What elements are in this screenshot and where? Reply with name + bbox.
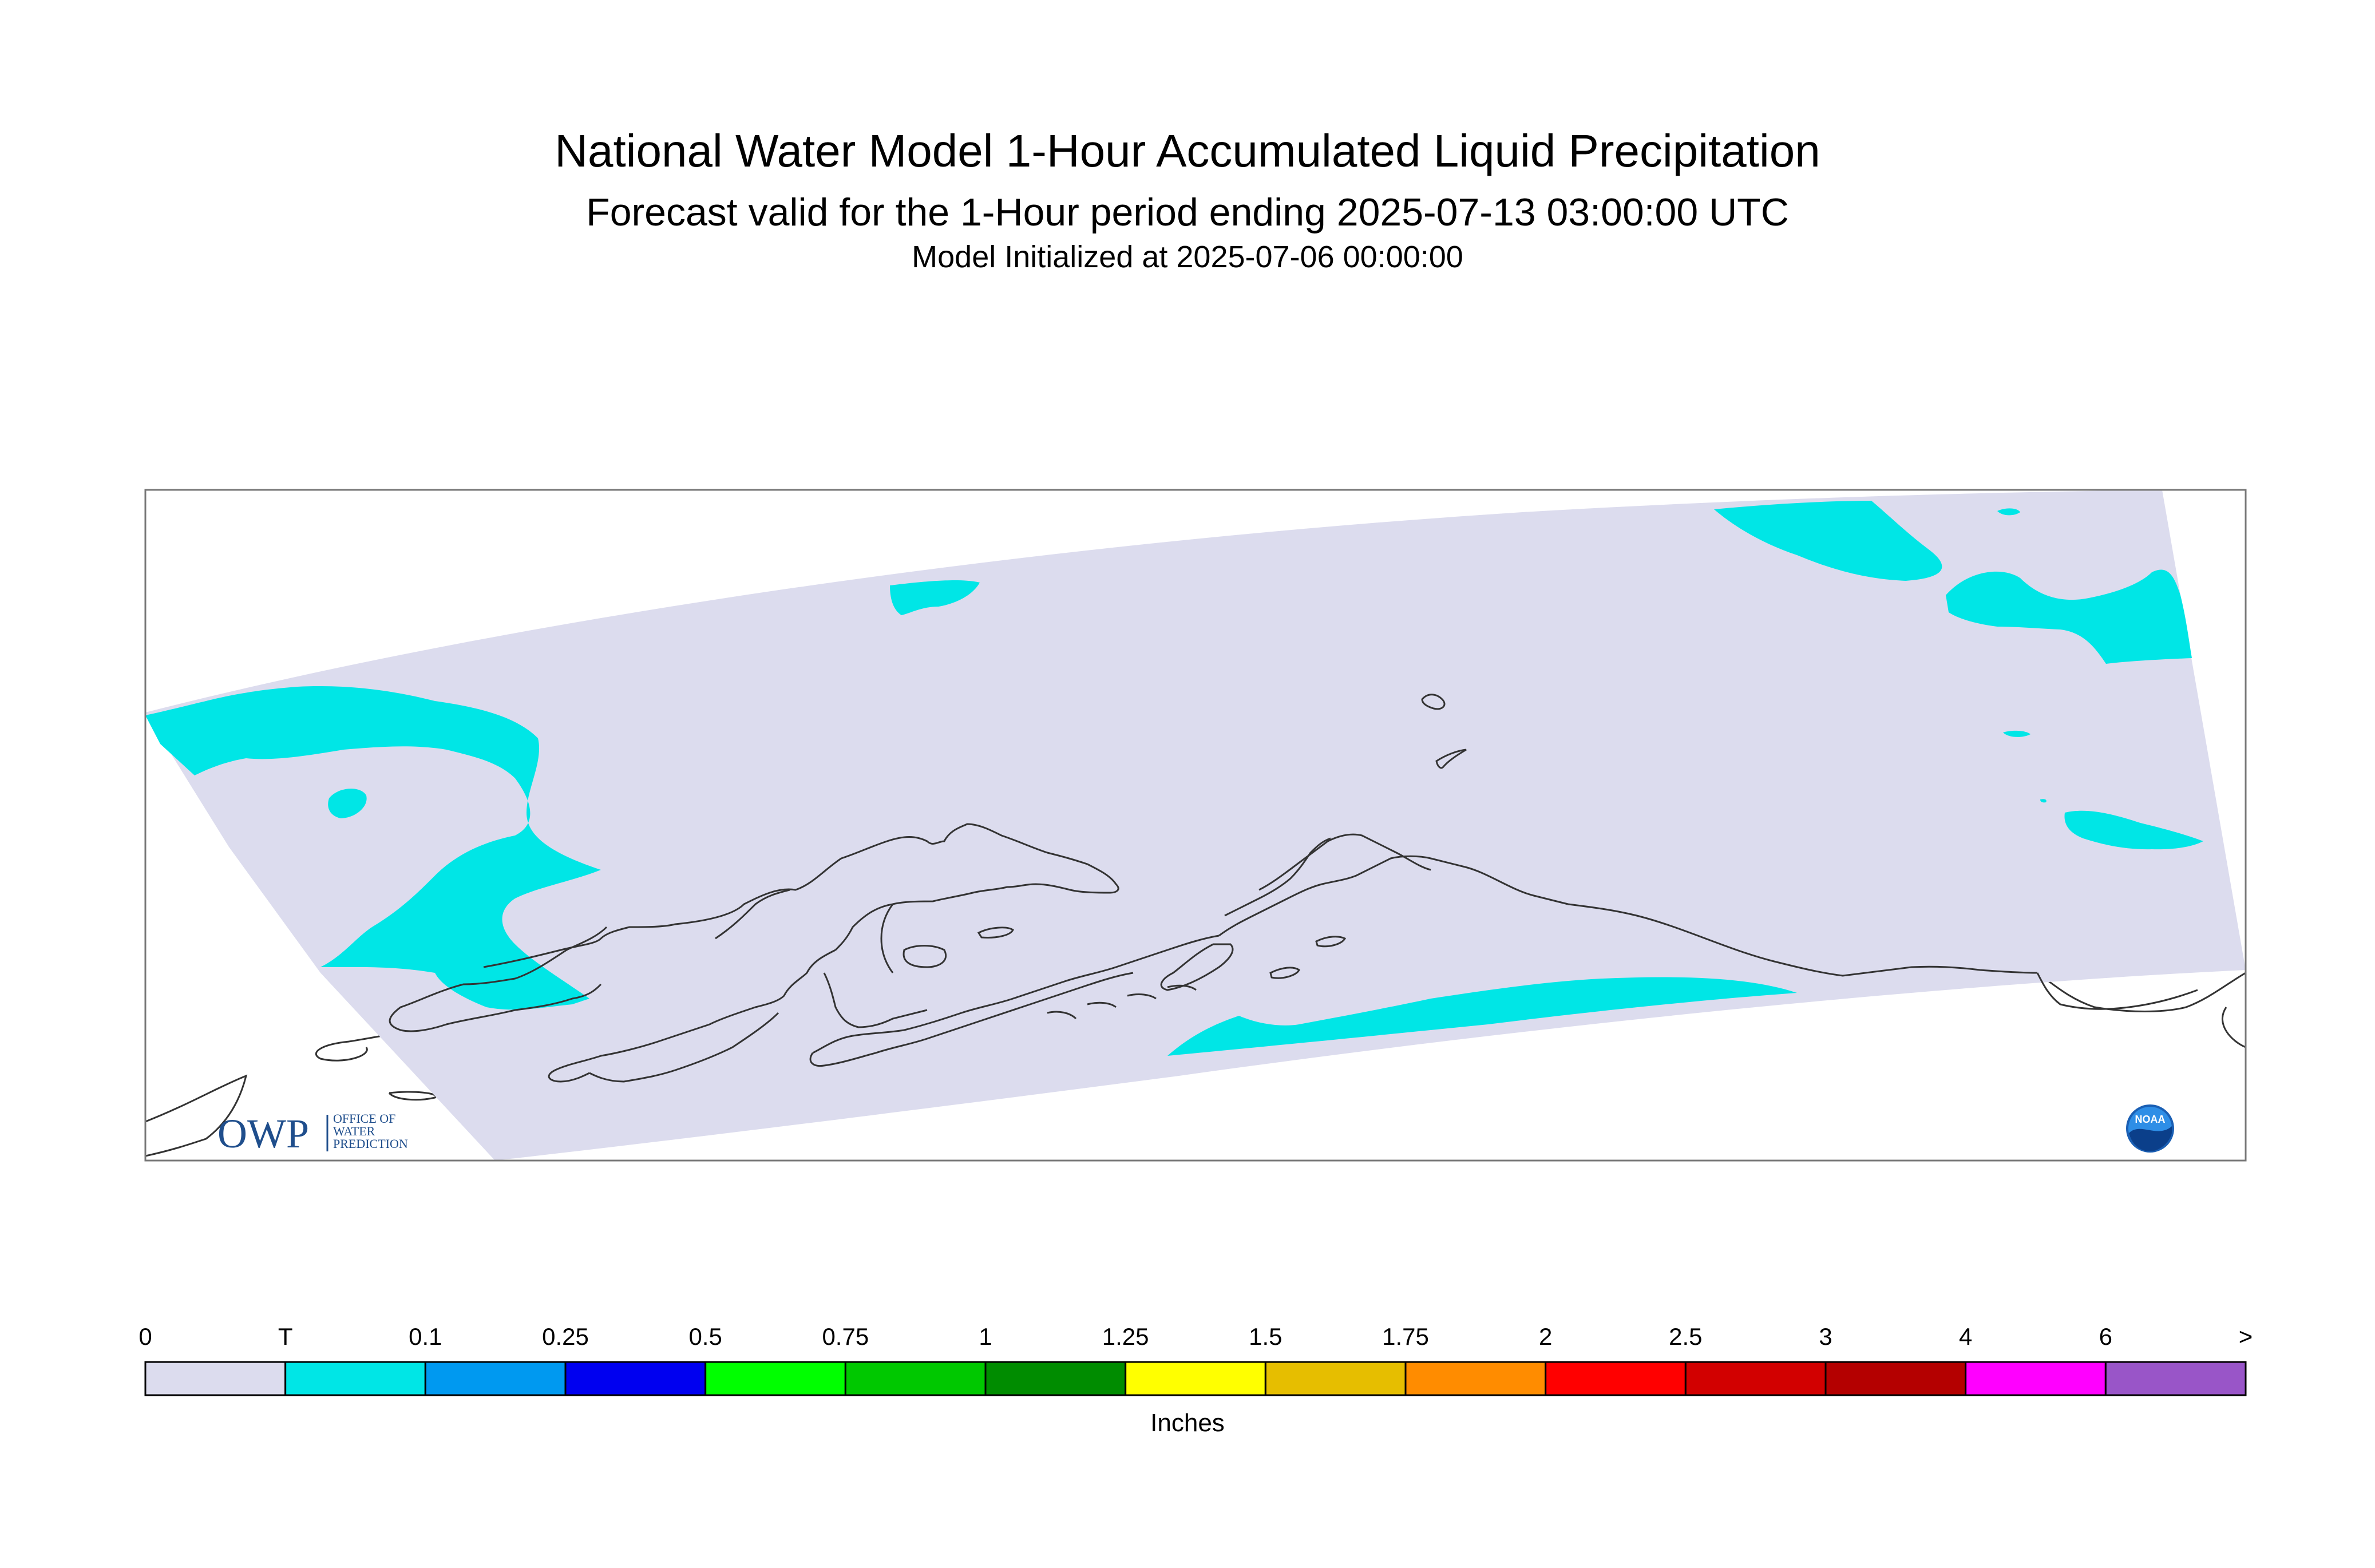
legend-swatch: [1824, 1361, 1967, 1396]
coast-kenai-fjords: [1224, 837, 1331, 917]
legend-tick-label: 0.25: [542, 1323, 589, 1350]
legend-swatch: [144, 1361, 287, 1396]
precip-ne-spot-1: [1997, 508, 2020, 516]
legend-tick-label: 1.25: [1102, 1323, 1149, 1350]
coast-yk-delta: [548, 949, 836, 1083]
legend-swatch: [2104, 1361, 2247, 1396]
map-frame: [144, 489, 2247, 1162]
coast-seward: [483, 823, 1119, 968]
legend-tick-label: >: [2238, 1323, 2253, 1350]
noaa-logo: NOAA: [2126, 1104, 2174, 1153]
precip-small-spot: [328, 789, 367, 818]
precip-ne-2: [1946, 569, 2192, 664]
legend-swatch: [284, 1361, 426, 1396]
coast-alaska-pen: [812, 935, 1220, 1054]
legend-tick-label: 2.5: [1669, 1323, 1703, 1350]
legend-swatch: [424, 1361, 567, 1396]
coast-se-alaska: [2036, 972, 2198, 1010]
precip-e-tiny: [2040, 799, 2047, 803]
coast-bering-sea: [389, 926, 608, 1032]
legend-tick-label: 0.5: [688, 1323, 722, 1350]
legend-tick-label: 4: [1958, 1323, 1973, 1350]
precip-nw-band: [145, 686, 601, 1010]
legend-tick-label: 2: [1538, 1323, 1553, 1350]
precip-e-blob: [2064, 810, 2203, 850]
legend-tick-label: 6: [2099, 1323, 2112, 1350]
legend-tick-label: 0: [138, 1323, 152, 1350]
legend-colorbar: [144, 1361, 2247, 1396]
legend-swatch: [1404, 1361, 1547, 1396]
kodiak: [1160, 943, 1234, 991]
legend-swatch: [984, 1361, 1127, 1396]
coast-sw-1: [145, 1074, 248, 1157]
legend-swatch: [1965, 1361, 2107, 1396]
island-arctic-1: [1421, 694, 1446, 710]
legend-swatch: [564, 1361, 707, 1396]
coast-cook-kenai: [1218, 855, 1569, 937]
precip-gulf-band: [1167, 977, 1797, 1056]
alaska-coastline: [389, 694, 2198, 1083]
map-title: National Water Model 1-Hour Accumulated …: [555, 125, 1820, 176]
owp-line3: PREDICTION: [333, 1137, 408, 1151]
legend-swatch: [1684, 1361, 1827, 1396]
model-init-time: Model Initialized at 2025-07-06 00:00:00: [912, 240, 1463, 274]
coast-gulf-east: [1568, 903, 2038, 977]
map-subtitle: Forecast valid for the 1-Hour period end…: [586, 191, 1789, 234]
coast-bristol-bay: [823, 972, 928, 1028]
legend-tick-label: 1.5: [1249, 1323, 1282, 1350]
precip-north-spot: [890, 580, 980, 615]
legend-units: Inches: [1150, 1409, 1225, 1437]
noaa-text: NOAA: [2135, 1114, 2166, 1125]
owp-line1: OFFICE OF: [333, 1111, 395, 1126]
precip-ne-spot-2: [2003, 730, 2030, 737]
legend-tick-label: 1.75: [1382, 1323, 1429, 1350]
coast-aleutian-pen-s: [809, 972, 1134, 1067]
coast-kuskokwim: [589, 1012, 779, 1083]
island-kenai-1: [1269, 967, 1300, 979]
legend-tick-label: T: [278, 1323, 293, 1350]
legend-swatch: [1264, 1361, 1407, 1396]
legend-tick-label: 3: [1819, 1323, 1832, 1350]
owp-line2: WATER: [333, 1124, 375, 1138]
legend-swatch: [704, 1361, 846, 1396]
coast-inner-2: [880, 904, 894, 973]
precip-ne-1: [1714, 501, 1942, 581]
legend-swatch: [1125, 1361, 1266, 1396]
coast-sw-2: [315, 1040, 368, 1062]
legend-tick-label: 0.75: [822, 1323, 869, 1350]
coast-inner-1: [715, 889, 790, 940]
island-nunivak: [902, 945, 947, 968]
trace-precip-areas: [145, 501, 2203, 1056]
coast-sw-3: [388, 1091, 437, 1101]
legend-tick-label: 0.1: [409, 1323, 442, 1350]
legend-tick-label: 1: [979, 1323, 992, 1350]
owp-logo: OWP OFFICE OF WATER PREDICTION: [217, 1111, 408, 1157]
legend-swatch: [1545, 1361, 1687, 1396]
model-domain: [145, 490, 2246, 1161]
island-arctic-2: [1435, 749, 1467, 769]
legend-swatch: [844, 1361, 987, 1396]
island-st-lawrence: [977, 926, 1014, 939]
aleutian-islands: [1047, 984, 1197, 1020]
coast-se-1: [2025, 966, 2246, 1012]
coast-se-2: [2222, 1007, 2246, 1048]
coast-pws: [1258, 833, 1431, 891]
island-kenai-2: [1315, 936, 1347, 948]
owp-letters: OWP: [217, 1111, 309, 1157]
